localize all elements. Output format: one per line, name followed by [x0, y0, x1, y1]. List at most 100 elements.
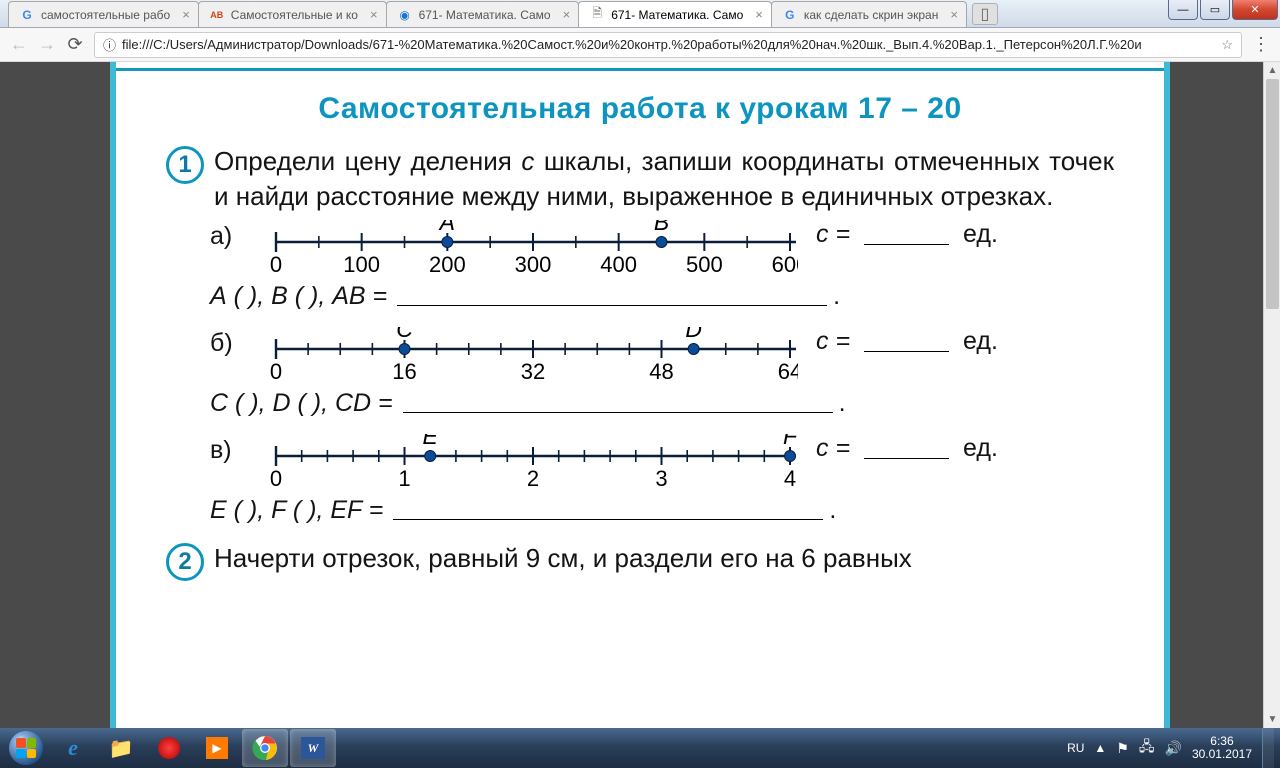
taskbar-chrome[interactable]	[242, 729, 288, 767]
sub-c-label: в)	[210, 436, 250, 465]
blank-c-c	[864, 439, 949, 459]
nav-forward-button[interactable]: →	[38, 36, 56, 54]
svg-text:B: B	[654, 220, 669, 235]
tab-3[interactable]: 🗎 671- Математика. Само ×	[578, 1, 772, 27]
browser-tabstrip: G самостоятельные рабо × AB Самостоятель…	[0, 0, 1280, 28]
coords-line-a: А ( ), В ( ), АВ = .	[210, 282, 1114, 311]
coords-c-text: E ( ), F ( ), EF =	[210, 496, 383, 525]
svg-text:0: 0	[270, 359, 282, 383]
taskbar-opera[interactable]	[146, 729, 192, 767]
units-c: ед.	[963, 434, 998, 463]
p1-t0: Определи цену деления	[214, 146, 521, 176]
svg-text:400: 400	[600, 252, 637, 276]
svg-text:16: 16	[392, 359, 416, 383]
browser-menu-button[interactable]: ⋮	[1252, 36, 1270, 54]
blank-ef	[393, 519, 823, 520]
start-button[interactable]	[4, 729, 48, 767]
taskbar-word[interactable]: W	[290, 729, 336, 767]
numberline-a: 0 100 200 300 400 500 600 A B	[268, 220, 798, 276]
bookmark-star-icon[interactable]: ☆	[1221, 37, 1233, 53]
tray-clock[interactable]: 6:36 30.01.2017	[1192, 735, 1252, 761]
favicon-2: ◉	[397, 7, 413, 23]
blank-c-a	[864, 225, 949, 245]
svg-text:100: 100	[343, 252, 380, 276]
favicon-3: 🗎	[589, 7, 605, 23]
worksheet-title: Самостоятельная работа к урокам 17 – 20	[166, 92, 1114, 126]
address-bar[interactable]: ⓘ file:///C:/Users/Администратор/Downloa…	[94, 32, 1242, 58]
subproblem-a: а) 0100200300400500600AB с = ед.	[166, 220, 1114, 276]
tab-close-3[interactable]: ×	[755, 7, 763, 22]
tab-label-3: 671- Математика. Само	[611, 8, 743, 22]
window-minimize-button[interactable]: —	[1168, 0, 1198, 20]
svg-text:1: 1	[398, 466, 410, 490]
coords-b-text: С ( ), D ( ), СD =	[210, 389, 393, 418]
svg-text:A: A	[438, 220, 455, 235]
tray-date: 30.01.2017	[1192, 748, 1252, 761]
taskbar-explorer[interactable]: 📁	[98, 729, 144, 767]
content-viewport: Самостоятельная работа к урокам 17 – 20 …	[0, 62, 1280, 728]
svg-text:48: 48	[649, 359, 673, 383]
tray-overflow-icon[interactable]: ▲	[1094, 741, 1106, 755]
svg-text:300: 300	[515, 252, 552, 276]
favicon-0: G	[19, 7, 35, 23]
tab-4[interactable]: G как сделать скрин экран ×	[771, 1, 967, 27]
vertical-scrollbar[interactable]: ▲ ▼	[1263, 62, 1280, 728]
svg-text:0: 0	[270, 252, 282, 276]
c-equals-a: с =	[816, 220, 850, 249]
scroll-thumb[interactable]	[1266, 79, 1279, 309]
tab-1[interactable]: AB Самостоятельные и ко ×	[198, 1, 387, 27]
page-header-rule	[116, 68, 1164, 84]
browser-toolbar: ← → ⟳ ⓘ file:///C:/Users/Администратор/D…	[0, 28, 1280, 62]
window-maximize-button[interactable]: ▭	[1200, 0, 1230, 20]
problem-2: 2 Начерти отрезок, равный 9 см, и раздел…	[166, 541, 1114, 581]
problem-1-badge: 1	[166, 146, 204, 184]
show-desktop-button[interactable]	[1262, 728, 1274, 768]
scroll-down-arrow[interactable]: ▼	[1264, 711, 1280, 728]
problem-2-badge: 2	[166, 543, 204, 581]
tab-close-1[interactable]: ×	[370, 7, 378, 22]
windows-taskbar: e 📁 ▶ W RU ▲ ⚑ 🖧 🔊 6:36 30.01.2017	[0, 728, 1280, 768]
tab-label-2: 671- Математика. Само	[419, 8, 551, 22]
tab-close-2[interactable]: ×	[563, 7, 571, 22]
svg-text:64: 64	[778, 359, 798, 383]
tray-volume-icon[interactable]: 🔊	[1165, 740, 1182, 757]
tray-action-center-icon[interactable]: ⚑	[1116, 740, 1129, 757]
svg-text:200: 200	[429, 252, 466, 276]
taskbar-ie[interactable]: e	[50, 729, 96, 767]
svg-text:32: 32	[521, 359, 545, 383]
units-b: ед.	[963, 327, 998, 356]
svg-text:2: 2	[527, 466, 539, 490]
tab-close-4[interactable]: ×	[950, 7, 958, 22]
textbook-page: Самостоятельная работа к урокам 17 – 20 …	[110, 62, 1170, 728]
subproblem-c: в) 01234EF с = ед.	[166, 434, 1114, 490]
sub-b-label: б)	[210, 329, 250, 358]
tab-close-0[interactable]: ×	[182, 7, 190, 22]
problem-1: 1 Определи цену деления с шкалы, запиши …	[166, 144, 1114, 214]
svg-text:4: 4	[784, 466, 796, 490]
site-info-icon[interactable]: ⓘ	[103, 35, 116, 54]
svg-text:3: 3	[655, 466, 667, 490]
svg-text:F: F	[783, 434, 798, 449]
tab-label-1: Самостоятельные и ко	[231, 8, 358, 22]
taskbar-media[interactable]: ▶	[194, 729, 240, 767]
svg-text:500: 500	[686, 252, 723, 276]
scroll-up-arrow[interactable]: ▲	[1264, 62, 1280, 79]
favicon-4: G	[782, 7, 798, 23]
problem-2-text: Начерти отрезок, равный 9 см, и раздели …	[214, 541, 1114, 581]
tray-lang[interactable]: RU	[1067, 741, 1084, 755]
tab-2[interactable]: ◉ 671- Математика. Само ×	[386, 1, 580, 27]
tray-network-icon[interactable]: 🖧	[1139, 736, 1155, 760]
system-tray: RU ▲ ⚑ 🖧 🔊 6:36 30.01.2017	[1061, 728, 1280, 768]
subproblem-b: б) 016324864CD с = ед.	[166, 327, 1114, 383]
sub-a-label: а)	[210, 222, 250, 251]
coords-a-text: А ( ), В ( ), АВ =	[210, 282, 387, 311]
nav-reload-button[interactable]: ⟳	[66, 36, 84, 54]
blank-c-b	[864, 332, 949, 352]
numberline-c: 01234EF	[268, 434, 798, 490]
window-close-button[interactable]: ✕	[1232, 0, 1278, 20]
nav-back-button[interactable]: ←	[10, 36, 28, 54]
c-equals-c: с =	[816, 434, 850, 463]
tab-0[interactable]: G самостоятельные рабо ×	[8, 1, 199, 27]
new-tab-button[interactable]: ▯	[972, 3, 998, 25]
svg-text:600: 600	[772, 252, 798, 276]
